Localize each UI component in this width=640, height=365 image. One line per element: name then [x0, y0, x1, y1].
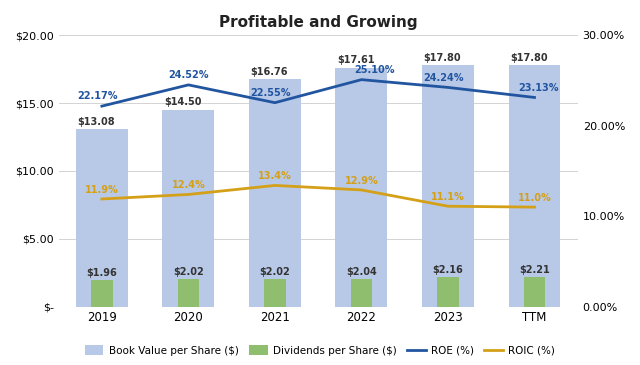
Text: $17.61: $17.61 — [337, 55, 375, 65]
Bar — [335, 68, 387, 307]
ROIC (%) — [358, 188, 365, 192]
ROE (%) — [184, 83, 192, 87]
Text: $2.02: $2.02 — [260, 267, 291, 277]
ROIC (%) — [184, 192, 192, 197]
Text: 24.52%: 24.52% — [168, 70, 209, 80]
Text: 25.10%: 25.10% — [354, 65, 395, 75]
Bar — [509, 65, 561, 307]
Text: $2.04: $2.04 — [346, 267, 377, 277]
Bar — [163, 110, 214, 307]
Text: $17.80: $17.80 — [424, 53, 461, 63]
Text: $17.80: $17.80 — [510, 53, 548, 63]
Legend: Book Value per Share ($), Dividends per Share ($), ROE (%), ROIC (%): Book Value per Share ($), Dividends per … — [81, 341, 559, 360]
ROE (%) — [531, 95, 538, 100]
Text: 23.13%: 23.13% — [518, 83, 559, 93]
Bar — [177, 279, 199, 307]
Text: $2.16: $2.16 — [433, 265, 463, 275]
Bar — [351, 279, 372, 307]
ROIC (%) — [444, 204, 452, 208]
Text: $1.96: $1.96 — [86, 268, 117, 278]
Text: $16.76: $16.76 — [251, 67, 288, 77]
Text: $13.08: $13.08 — [77, 117, 115, 127]
ROE (%) — [98, 104, 106, 108]
ROE (%) — [444, 85, 452, 89]
Text: 11.1%: 11.1% — [431, 192, 465, 202]
Bar — [524, 277, 545, 307]
Text: 24.24%: 24.24% — [424, 73, 464, 82]
ROE (%) — [271, 100, 279, 105]
Text: 13.4%: 13.4% — [258, 171, 292, 181]
Text: 12.9%: 12.9% — [344, 176, 378, 186]
Bar — [249, 79, 301, 307]
Bar — [422, 65, 474, 307]
ROIC (%) — [98, 197, 106, 201]
ROE (%) — [358, 77, 365, 82]
ROIC (%) — [531, 205, 538, 209]
Text: 12.4%: 12.4% — [172, 180, 205, 191]
Text: $2.21: $2.21 — [519, 265, 550, 274]
Text: 22.55%: 22.55% — [250, 88, 291, 98]
Bar — [264, 279, 285, 307]
Bar — [91, 280, 113, 307]
Text: 11.0%: 11.0% — [518, 193, 552, 203]
Line: ROE (%): ROE (%) — [102, 80, 534, 106]
Text: 11.9%: 11.9% — [85, 185, 119, 195]
Bar — [76, 129, 128, 307]
ROIC (%) — [271, 183, 279, 188]
Text: 22.17%: 22.17% — [77, 91, 118, 101]
Title: Profitable and Growing: Profitable and Growing — [219, 15, 417, 30]
Bar — [437, 277, 459, 307]
Line: ROIC (%): ROIC (%) — [102, 185, 534, 207]
Text: $2.02: $2.02 — [173, 267, 204, 277]
Text: $14.50: $14.50 — [164, 97, 202, 107]
